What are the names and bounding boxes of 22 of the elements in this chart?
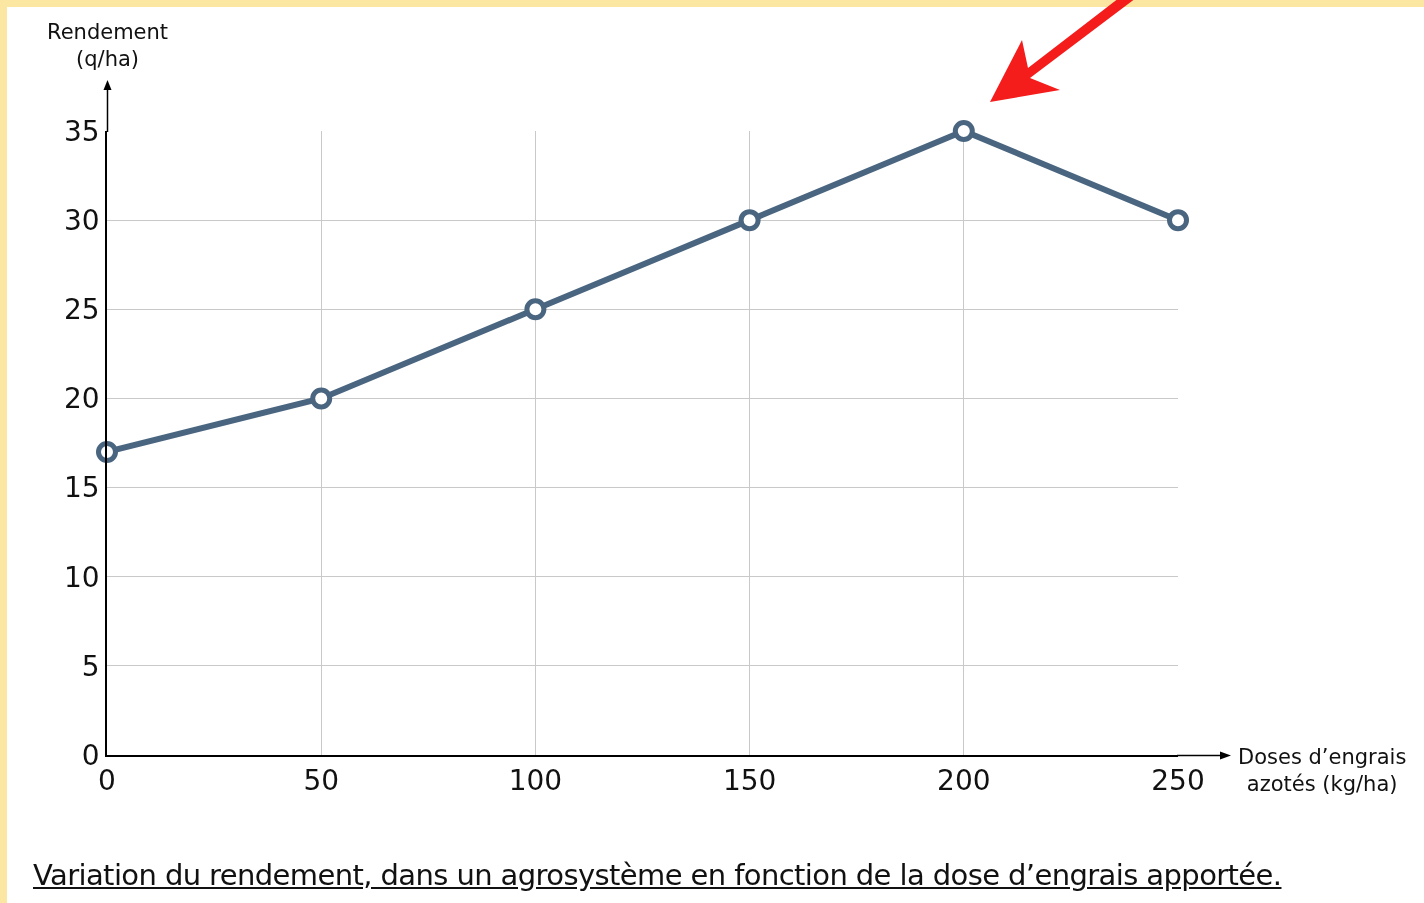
y-tick-label: 5: [81, 649, 100, 683]
x-tick-label: 250: [1151, 764, 1205, 798]
y-tick-label: 30: [64, 203, 100, 237]
x-tick-label: 50: [303, 764, 340, 798]
text: Variation du rendement, dans un agrosystème en fonction de la dose d’engrais apportée.: [33, 858, 1282, 892]
y-tick-label: 20: [64, 382, 100, 416]
x-tick-label: 100: [508, 764, 563, 798]
point: [310, 387, 333, 410]
y-tick-label: 10: [64, 560, 100, 594]
point: [96, 440, 118, 463]
point: [738, 209, 761, 232]
x-tick-label: 200: [937, 764, 991, 798]
point: [524, 298, 547, 321]
y-axis-title: Rendement (q/ha): [47, 20, 169, 72]
y-tick-label: 0: [81, 738, 100, 772]
point: [952, 120, 975, 142]
x-tick-label: 150: [722, 764, 777, 798]
y-tick-label: 15: [64, 471, 100, 505]
point: [1167, 209, 1189, 232]
y-tick-label: 25: [64, 293, 100, 327]
y-tick-label: 35: [64, 114, 100, 148]
x-axis-title: Doses d’engrais azotés (kg/ha): [1238, 745, 1407, 797]
